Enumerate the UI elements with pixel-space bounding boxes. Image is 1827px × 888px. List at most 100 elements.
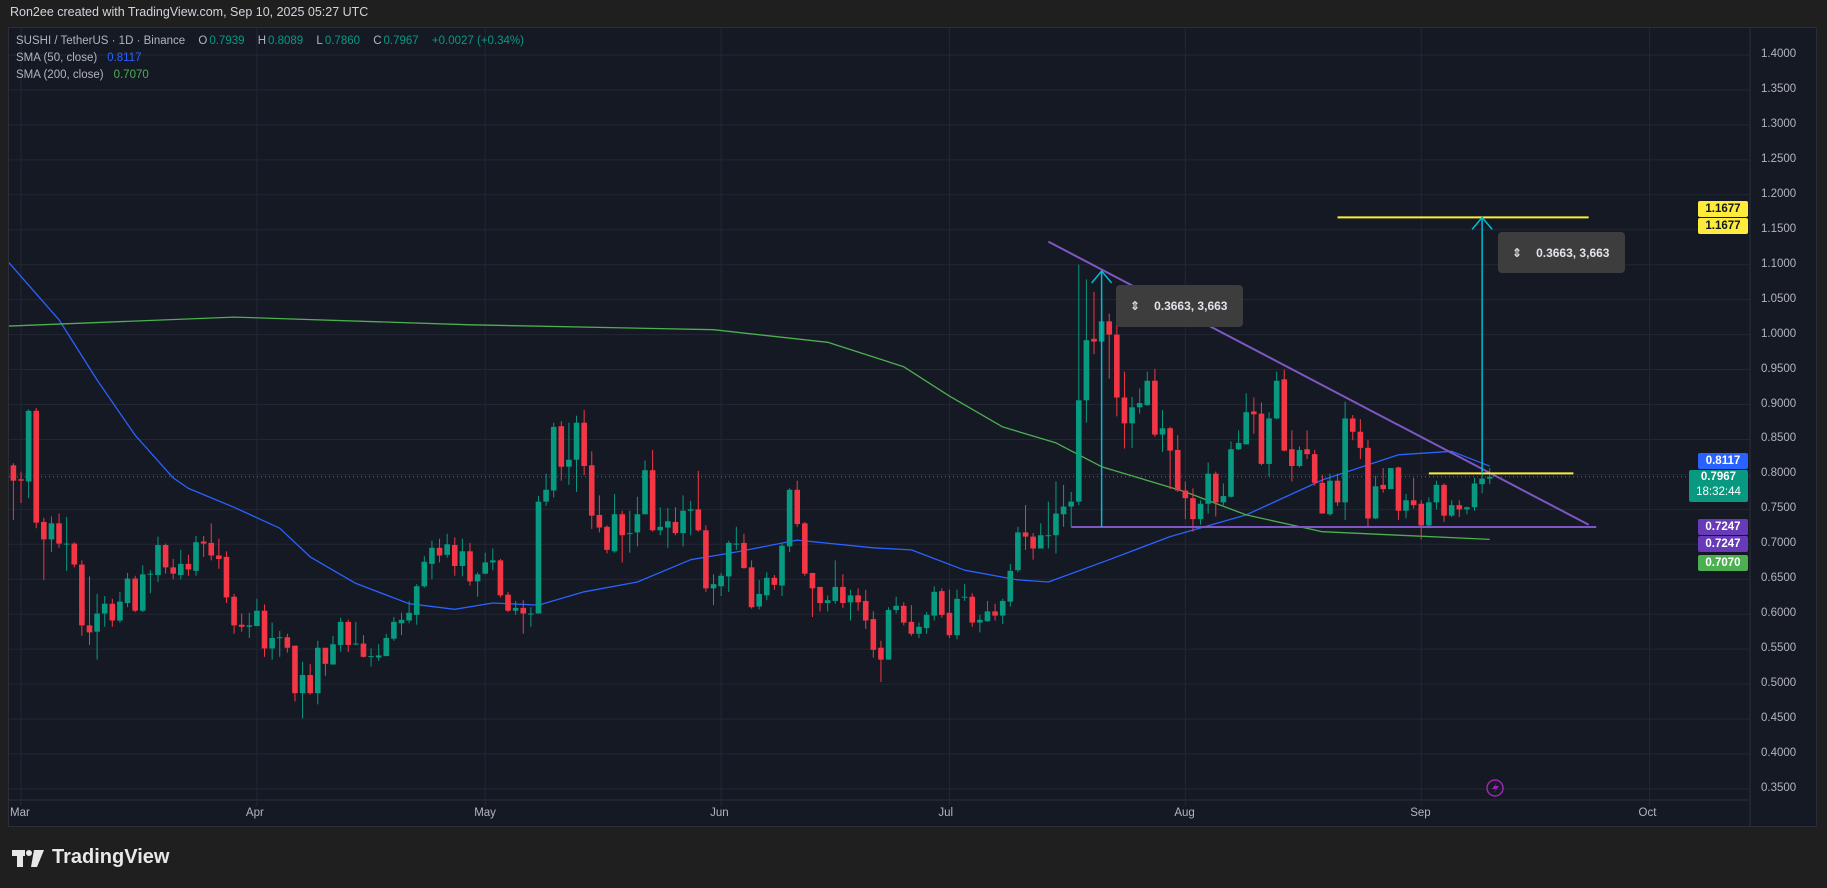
candle-body <box>139 574 146 611</box>
candle <box>809 572 816 617</box>
candle-body <box>680 510 686 534</box>
tradingview-logo[interactable]: TradingView <box>12 846 169 869</box>
candle-body <box>954 598 960 636</box>
candle-body <box>1114 334 1120 398</box>
candle <box>391 616 397 641</box>
candle-body <box>649 470 656 531</box>
candle-body <box>474 574 481 582</box>
candle-body <box>330 644 336 665</box>
candle <box>573 415 580 492</box>
price-badge: 1.1677 <box>1698 201 1748 218</box>
candle-body <box>223 556 230 598</box>
candle-body <box>216 555 222 559</box>
price-badge: 0.7247 <box>1698 519 1748 536</box>
candle <box>208 523 215 561</box>
candle <box>672 507 679 536</box>
candle <box>1106 313 1113 379</box>
candle <box>314 640 321 705</box>
candle <box>1235 430 1242 450</box>
alert-lightning-icon[interactable] <box>1486 779 1504 797</box>
candle <box>1243 393 1250 445</box>
candle-body <box>360 643 367 657</box>
candle <box>756 579 762 610</box>
price-tick-label: 0.7500 <box>1761 502 1797 515</box>
candle <box>1433 480 1440 510</box>
candle-body <box>79 564 85 626</box>
candle <box>779 543 785 597</box>
candle <box>10 463 17 520</box>
candle <box>1266 412 1272 477</box>
candle <box>900 602 907 626</box>
candle <box>505 591 511 613</box>
candle <box>1304 430 1310 460</box>
price-tick-label: 0.5000 <box>1761 677 1797 690</box>
measure-icon: ⇕ <box>1512 245 1523 260</box>
close-label: C <box>373 35 382 47</box>
candle <box>512 600 519 615</box>
candle-body <box>741 542 747 569</box>
candle <box>1159 410 1166 453</box>
candle <box>543 473 549 506</box>
candle-body <box>931 591 937 616</box>
candle-body <box>1053 513 1059 536</box>
plot-area <box>9 216 1750 719</box>
candle-body <box>1060 506 1067 515</box>
price-badge: 0.8117 <box>1698 453 1748 470</box>
candle <box>1380 468 1386 493</box>
price-tick-label: 1.3500 <box>1761 82 1797 95</box>
candle <box>1136 388 1143 414</box>
candle-body <box>1197 503 1204 520</box>
candle <box>771 575 778 590</box>
candle <box>665 507 671 548</box>
measure-label[interactable]: ⇕ 0.3663, 3,663 <box>1116 285 1243 327</box>
candle <box>1441 483 1447 522</box>
candle-body <box>1448 505 1455 516</box>
candle-body <box>1456 505 1463 510</box>
candle <box>413 584 420 625</box>
price-tick-label: 0.6500 <box>1761 572 1797 585</box>
close-value: 0.7967 <box>383 35 419 47</box>
grid <box>9 28 1750 806</box>
candle-body <box>238 624 245 627</box>
candle-body <box>413 586 420 615</box>
candle-body <box>1243 412 1250 445</box>
candle <box>132 575 138 613</box>
candle <box>1258 402 1265 466</box>
candle-body <box>840 586 846 604</box>
candle-body <box>337 621 344 645</box>
candle-body <box>1159 428 1166 435</box>
candle <box>1205 462 1211 514</box>
candle-body <box>1410 500 1417 506</box>
candle <box>1212 471 1219 517</box>
candle <box>86 576 93 645</box>
candle-body <box>627 533 633 535</box>
symbol-legend[interactable]: SUSHI / TetherUS · 1D · Binance O 0.7939 … <box>16 35 526 47</box>
measure-label[interactable]: ⇕ 0.3663, 3,663 <box>1498 232 1625 273</box>
candle <box>322 647 329 676</box>
candle-body <box>604 526 610 550</box>
sma200-legend[interactable]: SMA (200, close) 0.7070 <box>16 69 151 81</box>
candle-body <box>1228 449 1234 497</box>
candle <box>1319 475 1326 514</box>
candle <box>977 614 983 633</box>
candle-body <box>703 530 709 589</box>
candle-body <box>505 594 511 611</box>
candle <box>1121 371 1128 449</box>
price-tick-label: 0.6000 <box>1761 607 1797 620</box>
candle-body <box>1144 380 1151 406</box>
candle <box>1418 500 1425 540</box>
candle <box>908 605 915 636</box>
time-tick-label: Sep <box>1410 807 1431 819</box>
candle-body <box>733 543 740 545</box>
candle <box>1281 369 1288 452</box>
price-badge: 0.7070 <box>1698 555 1748 572</box>
candle-body <box>276 637 283 639</box>
candle <box>330 635 336 665</box>
candle <box>299 661 306 719</box>
sma50-legend[interactable]: SMA (50, close) 0.8117 <box>16 52 144 64</box>
sma50-label: SMA (50, close) <box>16 52 98 64</box>
candle <box>885 607 892 660</box>
candle-body <box>1068 501 1074 507</box>
candle <box>276 630 283 657</box>
